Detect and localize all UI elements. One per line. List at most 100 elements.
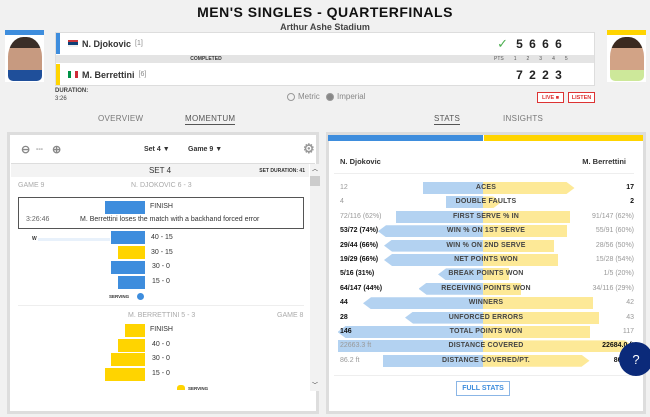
duration-label: DURATION:: [55, 88, 89, 94]
momentum-toolbar: ⊖ --- ⊕ Set 4 ▼ Game 9 ▼ ⚙: [11, 137, 315, 164]
stat-row: TOTAL POINTS WON 146 117: [330, 326, 642, 338]
match-status: COMPLETED: [190, 56, 222, 62]
player-name: N. Djokovic: [82, 38, 132, 49]
metric-radio[interactable]: Metric: [287, 92, 320, 101]
stat-right-value: 22684.0 ft: [602, 342, 634, 350]
set-dropdown-value: Set 4: [144, 146, 161, 153]
stat-bar-right: [483, 297, 593, 310]
col-header: 5: [564, 56, 568, 62]
stat-right-value: 117: [622, 328, 634, 335]
serving-label: SERVING: [188, 386, 209, 391]
stat-left-value: 4: [340, 198, 344, 206]
stat-bar-right: [483, 254, 558, 266]
stat-right-value: 91/147 (62%): [591, 212, 634, 220]
imperial-radio[interactable]: Imperial: [326, 92, 365, 101]
set-dropdown[interactable]: Set 4 ▼: [144, 146, 170, 153]
listen-button[interactable]: LISTEN: [568, 92, 595, 103]
point-bar[interactable]: [105, 368, 145, 381]
tab-momentum[interactable]: MOMENTUM: [185, 114, 236, 125]
stat-row: DISTANCE COVERED 22663.3 ft 22684.0 ft: [330, 340, 642, 353]
stat-bar-left: [405, 311, 483, 324]
stat-right-value: 55/91 (60%): [595, 227, 634, 235]
help-chat-icon[interactable]: ?: [619, 342, 650, 376]
set-header: SET 4 SET DURATION: 41: [11, 164, 309, 177]
game-dropdown[interactable]: Game 9 ▼: [188, 146, 222, 153]
player-seed: [1]: [135, 40, 143, 47]
divider: [18, 305, 304, 306]
stat-bar-right: [483, 355, 590, 367]
scrollbar[interactable]: ︿ ﹀: [310, 164, 320, 391]
player-seed: [6]: [138, 71, 147, 78]
status-bar: COMPLETED PTS 1 2 3 4 5: [56, 55, 594, 63]
point-score: 30 - 15: [151, 249, 173, 256]
point-bar: [105, 201, 145, 214]
point-score: 30 - 0: [152, 355, 170, 362]
stat-bar-left: [396, 210, 483, 223]
berrettini-color-bar: [484, 135, 643, 141]
point-bar[interactable]: [118, 246, 145, 259]
stat-bar-left: [378, 225, 483, 238]
stat-left-value: 44: [340, 299, 348, 307]
stat-bar-right: [483, 225, 567, 238]
radio-label: Metric: [298, 92, 320, 101]
stat-label: RECEIVING POINTS WON: [441, 284, 531, 292]
set-score: 6: [529, 36, 536, 51]
set-score: 3: [555, 67, 562, 82]
tab-stats[interactable]: STATS: [434, 114, 461, 125]
stat-bar-left: [382, 354, 483, 367]
serbia-flag-icon: [68, 40, 78, 47]
tab-overview[interactable]: OVERVIEW: [98, 114, 144, 123]
full-stats-button[interactable]: FULL STATS: [456, 381, 510, 396]
zoom-in-icon[interactable]: ⊕: [52, 144, 62, 156]
set-score: 2: [542, 67, 549, 82]
point-bar[interactable]: [111, 353, 145, 366]
stat-label: BREAK POINTS WON: [448, 270, 524, 278]
finish-event-box[interactable]: FINISH 3:26:46 M. Berrettini loses the m…: [18, 197, 304, 229]
point-bar[interactable]: [111, 231, 145, 244]
set-score: 2: [529, 67, 536, 82]
stat-left-value: 86.2 ft: [340, 356, 360, 364]
point-score: 40 - 0: [152, 341, 170, 348]
scroll-down-icon[interactable]: ﹀: [311, 383, 318, 389]
stat-bar-right: [483, 196, 501, 208]
stat-bar-left: [438, 268, 483, 281]
set-duration: SET DURATION: 41: [259, 168, 305, 174]
point-bar[interactable]: [118, 276, 145, 289]
game-dropdown-value: Game 9: [188, 146, 214, 153]
tab-insights[interactable]: INSIGHTS: [503, 114, 544, 123]
stat-label: FIRST SERVE % IN: [452, 212, 520, 220]
settings-gear-icon[interactable]: ⚙: [303, 141, 315, 156]
finish-label: FINISH: [150, 203, 173, 210]
point-bar[interactable]: [125, 324, 145, 337]
player-name: M. Berrettini: [82, 69, 135, 80]
stat-right-value: 34/116 (29%): [592, 284, 634, 292]
game-score: N. DJOKOVIC 6 - 3: [131, 182, 192, 189]
stat-row: WIN % ON 1ST SERVE 53/72 (74%) 55/91 (60%): [330, 225, 642, 238]
listen-label: LISTEN: [571, 94, 592, 101]
event-time: 3:26:46: [26, 216, 50, 223]
stat-bar-right: [483, 340, 633, 352]
scrollbar-thumb[interactable]: [310, 176, 320, 186]
radio-label: Imperial: [337, 92, 366, 101]
stat-row: NET POINTS WON 19/29 (66%) 15/28 (54%): [330, 254, 642, 266]
win-trail: [38, 238, 110, 241]
point-bar[interactable]: [118, 339, 145, 352]
stat-label: NET POINTS WON: [454, 256, 518, 263]
caret-down-icon: ▼: [215, 146, 223, 153]
zoom-out-icon[interactable]: ⊖: [21, 144, 31, 156]
stat-left-value: 22663.3 ft: [340, 342, 372, 350]
live-button[interactable]: LIVE ■: [537, 92, 564, 103]
italy-flag-icon: [68, 71, 78, 78]
live-label: LIVE: [541, 94, 555, 101]
stats-left-player: N. Djokovic: [340, 157, 381, 166]
stat-label: DISTANCE COVERED: [448, 342, 524, 350]
stats-right-player: M. Berrettini: [582, 157, 626, 166]
venue: Arthur Ashe Stadium: [280, 22, 370, 32]
stat-label: DOUBLE FAULTS: [455, 198, 517, 206]
scroll-up-icon[interactable]: ︿: [311, 167, 318, 173]
point-bar[interactable]: [111, 261, 145, 274]
set-title: SET 4: [148, 166, 172, 175]
